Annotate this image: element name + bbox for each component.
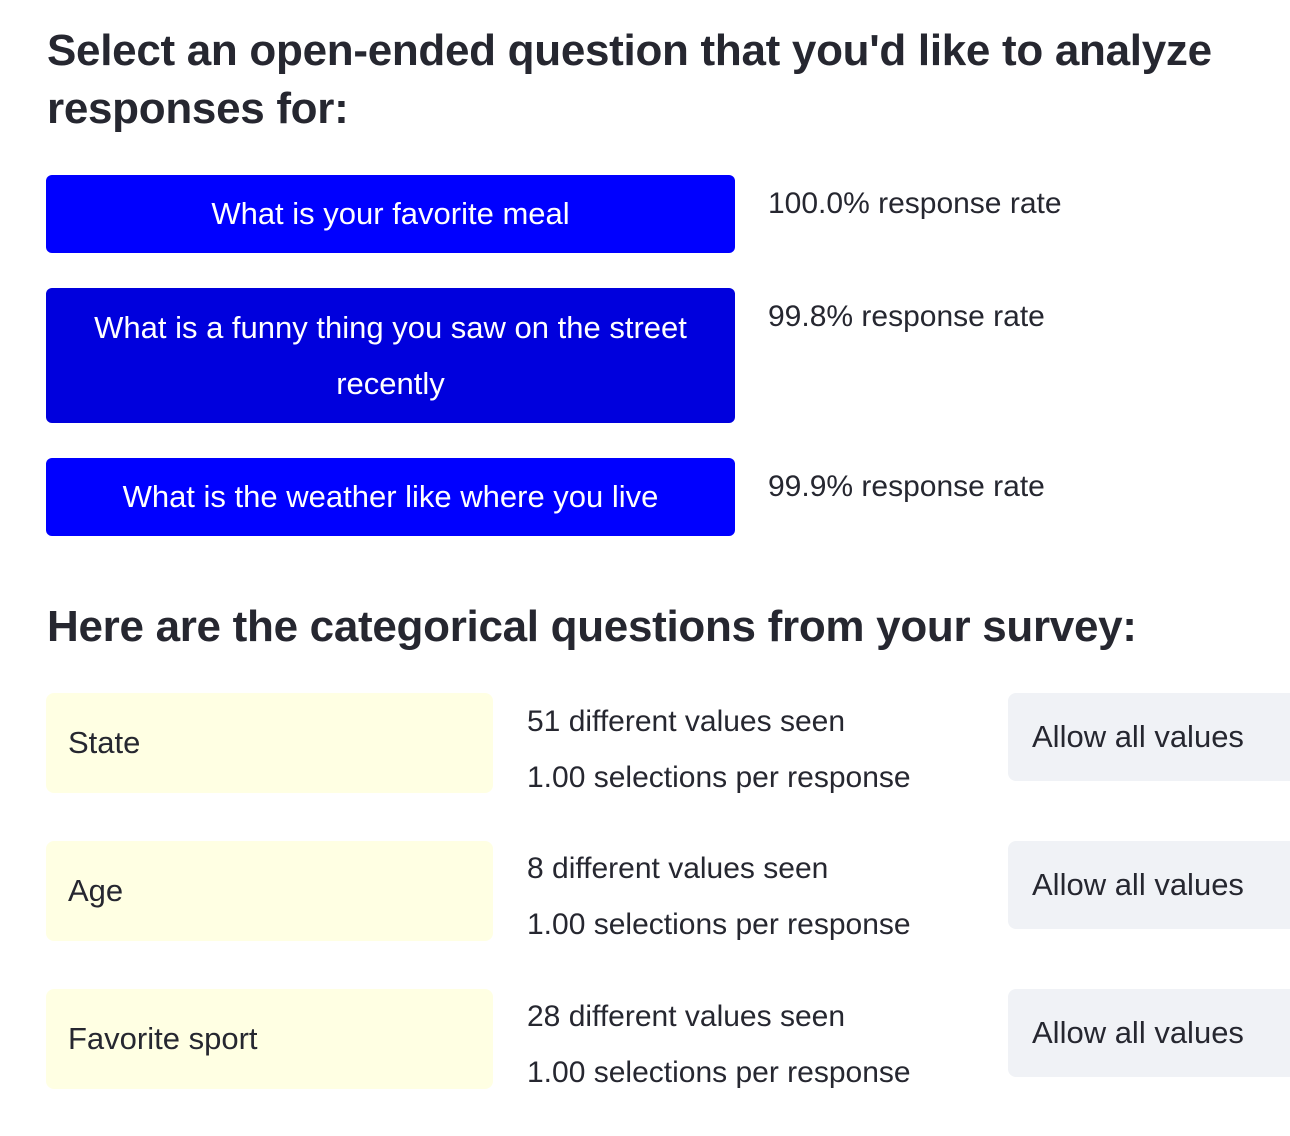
category-age: Age xyxy=(46,841,493,941)
category-state: State xyxy=(46,693,493,793)
category-name: State xyxy=(68,725,141,760)
question-button-weather[interactable]: What is the weather like where you live xyxy=(46,458,735,536)
response-rate: 99.8% response rate xyxy=(768,300,1045,333)
selections-per-response: 1.00 selections per response xyxy=(527,761,911,794)
values-seen: 8 different values seen xyxy=(527,852,829,885)
allow-all-values-button[interactable]: Allow all values xyxy=(1008,841,1290,929)
category-stats: 28 different values seen 1.00 selections… xyxy=(527,989,911,1101)
category-favorite-sport: Favorite sport xyxy=(46,989,493,1089)
question-button-label: What is the weather like where you live xyxy=(122,479,659,514)
category-name: Age xyxy=(68,873,124,908)
response-rate: 99.9% response rate xyxy=(768,470,1045,503)
question-button-label: What is your favorite meal xyxy=(211,196,570,231)
question-button-label: What is a funny thing you saw on the str… xyxy=(94,309,687,401)
response-rate: 100.0% response rate xyxy=(768,187,1062,220)
category-name: Favorite sport xyxy=(68,1021,258,1056)
selections-per-response: 1.00 selections per response xyxy=(527,908,911,941)
values-seen: 28 different values seen xyxy=(527,1000,846,1033)
category-stats: 51 different values seen 1.00 selections… xyxy=(527,694,911,806)
allow-all-values-button[interactable]: Allow all values xyxy=(1008,693,1290,781)
question-button-favorite-meal[interactable]: What is your favorite meal xyxy=(46,175,735,253)
allow-all-values-button[interactable]: Allow all values xyxy=(1008,989,1290,1077)
selections-per-response: 1.00 selections per response xyxy=(527,1056,911,1089)
values-seen: 51 different values seen xyxy=(527,705,846,738)
question-button-funny-thing[interactable]: What is a funny thing you saw on the str… xyxy=(46,288,735,423)
open-ended-heading: Select an open-ended question that you'd… xyxy=(47,26,1212,133)
category-stats: 8 different values seen 1.00 selections … xyxy=(527,841,911,953)
categorical-heading: Here are the categorical questions from … xyxy=(47,602,1137,651)
